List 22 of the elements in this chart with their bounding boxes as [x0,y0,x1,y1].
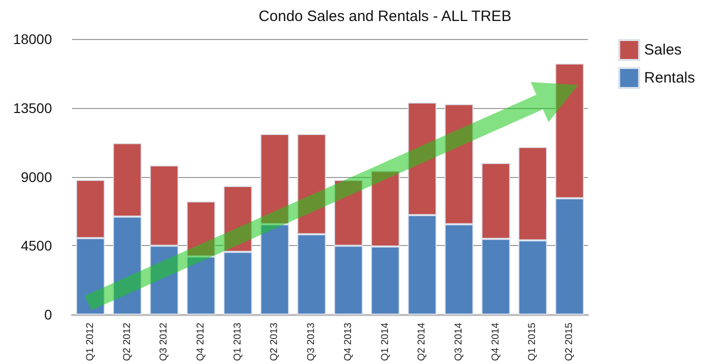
x-tick-label: Q2 2015 [564,322,576,362]
y-tick-label: 9000 [20,168,52,185]
y-tick-label: 18000 [13,31,52,47]
x-tick-label: Q2 2013 [269,322,280,362]
x-tick-label: Q3 2014 [454,322,464,362]
x-tick-label: Q2 2014 [416,322,428,362]
x-tick-label: Q1 2013 [232,322,244,362]
x-tick-label: Q1 2012 [84,322,96,362]
x-tick-label: Q4 2014 [490,322,502,362]
legend-label: Sales [644,42,682,58]
y-tick-label: 0 [44,306,52,323]
x-tick-label: Q1 2014 [380,322,391,362]
legend-label: Rentals [644,70,695,86]
y-tick-label: 13500 [13,100,52,116]
chart-title: Condo Sales and Rentals - ALL TREB [258,8,512,25]
x-tick-label: Q1 2015 [527,322,538,362]
x-tick-label: Q3 2013 [306,322,318,362]
x-tick-label: Q4 2012 [196,322,206,362]
x-tick-label: Q2 2012 [122,322,133,362]
y-tick-label: 4500 [20,238,52,254]
x-tick-label: Q4 2013 [342,322,354,362]
x-tick-label: Q3 2012 [158,322,170,362]
